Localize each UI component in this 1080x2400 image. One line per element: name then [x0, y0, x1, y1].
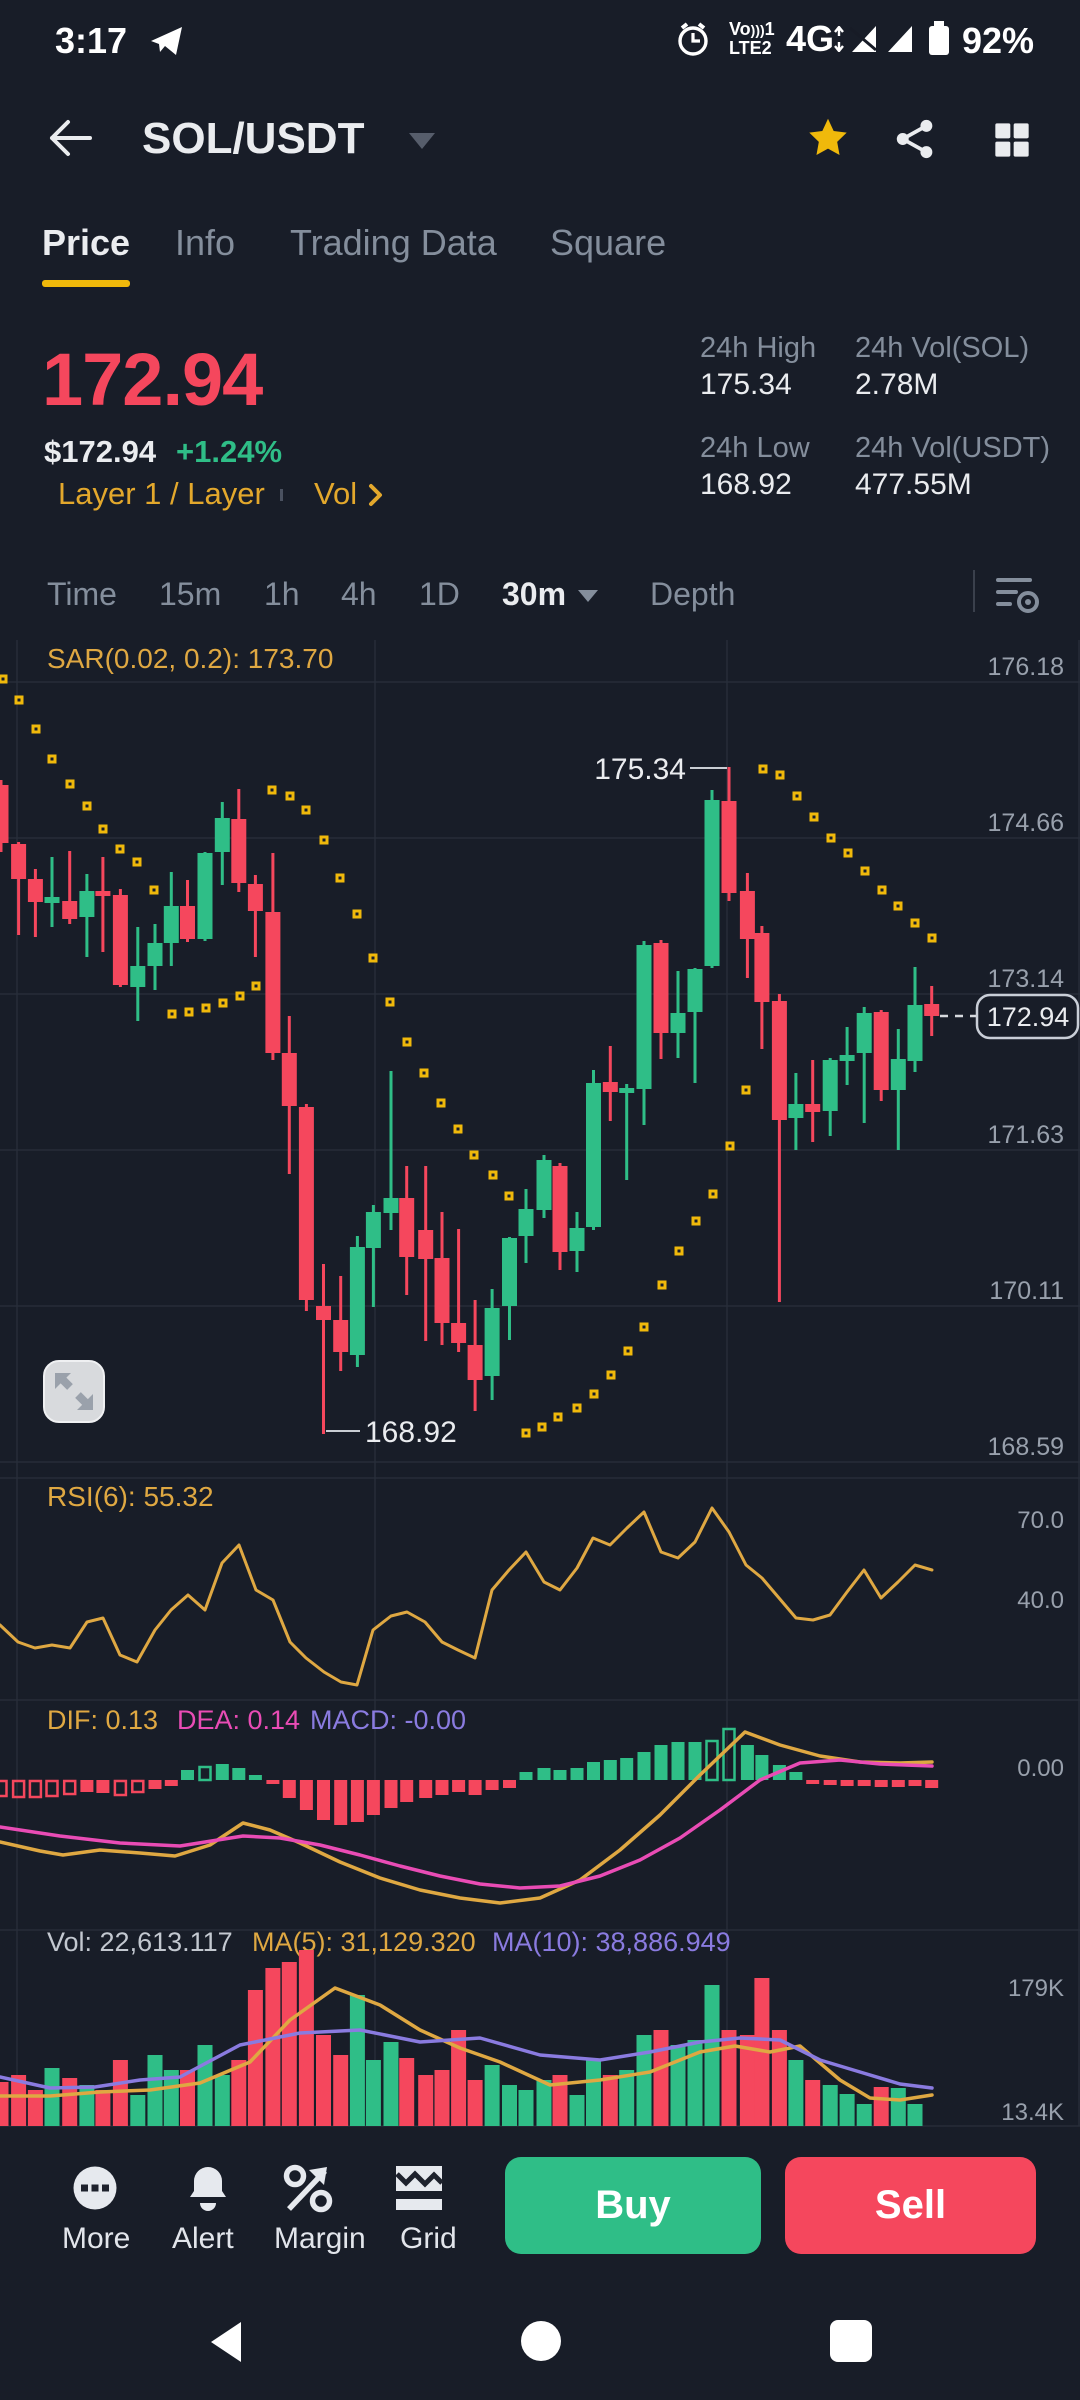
svg-text:171.63: 171.63 [988, 1121, 1064, 1149]
svg-text:168.59: 168.59 [988, 1433, 1064, 1461]
svg-text:DIF: 0.13: DIF: 0.13 [47, 1705, 158, 1735]
svg-text:168.92: 168.92 [365, 1416, 457, 1449]
svg-text:MACD: -0.00: MACD: -0.00 [310, 1705, 466, 1735]
svg-text:170.11: 170.11 [989, 1277, 1064, 1305]
svg-text:176.18: 176.18 [988, 653, 1064, 681]
svg-text:RSI(6): 55.32: RSI(6): 55.32 [47, 1481, 214, 1512]
svg-text:13.4K: 13.4K [1001, 2099, 1064, 2126]
svg-text:179K: 179K [1008, 1975, 1064, 2002]
svg-text:Vol: 22,613.117: Vol: 22,613.117 [47, 1927, 233, 1957]
svg-text:174.66: 174.66 [988, 809, 1064, 837]
svg-text:172.94: 172.94 [987, 1002, 1070, 1032]
svg-text:MA(10): 38,886.949: MA(10): 38,886.949 [492, 1927, 731, 1957]
svg-text:175.34: 175.34 [594, 753, 686, 786]
svg-text:40.0: 40.0 [1017, 1587, 1064, 1614]
svg-text:173.14: 173.14 [988, 965, 1065, 993]
svg-text:MA(5): 31,129.320: MA(5): 31,129.320 [252, 1927, 476, 1957]
svg-text:SAR(0.02, 0.2): 173.70: SAR(0.02, 0.2): 173.70 [47, 643, 333, 674]
svg-text:0.00: 0.00 [1017, 1755, 1064, 1782]
svg-text:DEA: 0.14: DEA: 0.14 [177, 1705, 300, 1735]
svg-text:70.0: 70.0 [1017, 1507, 1064, 1534]
